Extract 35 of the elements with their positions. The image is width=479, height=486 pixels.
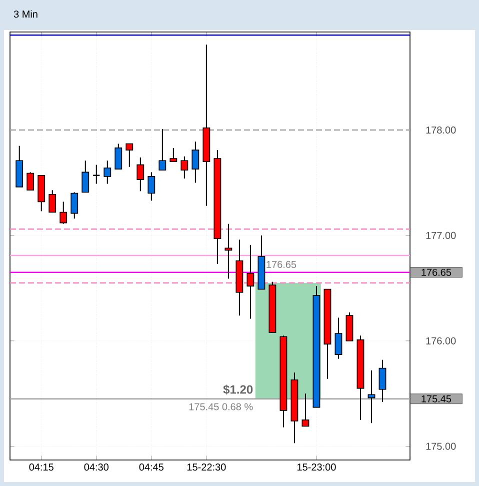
y-tick-label: 176.00 (426, 337, 456, 344)
x-tick-label: 04:15 (29, 464, 54, 471)
x-tick-label: 15-23:00 (298, 464, 336, 471)
candlestick (368, 370, 376, 424)
candlestick (192, 141, 200, 184)
candlestick (48, 190, 56, 213)
candlestick (148, 172, 156, 202)
candlestick (136, 156, 144, 192)
chart-title: 3 Min (14, 10, 38, 18)
candlestick (246, 244, 254, 320)
candlestick (126, 143, 134, 168)
x-tick-label: 04:45 (139, 464, 164, 471)
x-tick-label: 15-22:30 (187, 464, 226, 471)
candlestick (180, 156, 188, 180)
y-tick-label: 177.00 (426, 232, 456, 239)
band-label: $1.20 (223, 384, 253, 394)
candlestick (26, 172, 34, 191)
ref-line-label: 176.65 (422, 268, 452, 276)
candlestick (114, 143, 122, 170)
candlestick (60, 201, 68, 224)
annotation: 175.45 0.68 % (189, 403, 253, 410)
candlestick (82, 160, 90, 193)
annotation: 176.65 (266, 260, 296, 268)
y-tick-label: 178.00 (426, 126, 456, 134)
candlestick (104, 160, 112, 184)
candlestick (158, 128, 166, 171)
candlestick (170, 147, 178, 162)
x-tick-label: 04:30 (84, 464, 109, 471)
candlestick (302, 393, 310, 427)
candlestick (224, 223, 232, 280)
y-tick-label: 175.00 (426, 442, 456, 450)
ref-line-label: 175.45 (422, 395, 452, 402)
candlestick (334, 317, 342, 360)
candlestick (378, 359, 386, 403)
candlestick (70, 192, 78, 220)
